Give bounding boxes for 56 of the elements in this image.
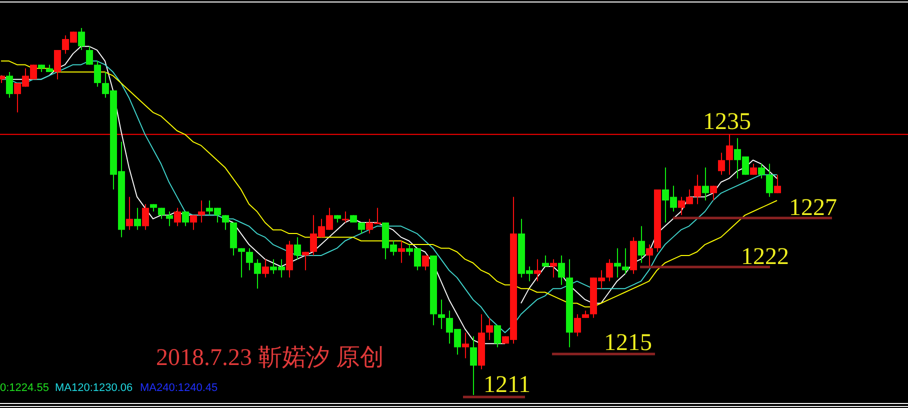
- annotation: 1211: [483, 372, 531, 398]
- candlestick: [78, 28, 85, 51]
- candlestick: [614, 248, 621, 278]
- candlestick: [718, 152, 725, 176]
- candlestick: [710, 185, 717, 201]
- candlestick: [694, 174, 701, 205]
- candlestick: [182, 211, 189, 227]
- candlestick: [758, 163, 765, 179]
- candlestick: [766, 163, 773, 198]
- candlestick: [750, 163, 757, 176]
- candlestick: [462, 332, 469, 359]
- candlestick: [302, 251, 309, 271]
- candlestick: [702, 166, 709, 201]
- candlestick: [126, 196, 133, 230]
- candlestick: [238, 248, 245, 278]
- candlestick: [774, 174, 781, 194]
- candlestick: [190, 214, 197, 230]
- annotation: MA240:1240.45: [140, 382, 218, 394]
- annotation: 1215: [604, 330, 652, 356]
- candlestick: [486, 317, 493, 340]
- candlestick: [470, 336, 477, 396]
- candlestick: [358, 222, 365, 234]
- candlestick: [606, 258, 613, 282]
- candlestick: [622, 248, 629, 274]
- candlestick: [726, 134, 733, 176]
- text: 1227: [789, 195, 837, 221]
- candlestick: [294, 236, 301, 260]
- candlestick: [494, 324, 501, 348]
- annotation: 1222: [741, 244, 789, 270]
- candlestick: [558, 255, 565, 286]
- candlestick: [550, 258, 557, 278]
- candlestick: [6, 72, 13, 98]
- annotation: 2018.7.23 靳婼汐 原创: [156, 345, 384, 371]
- candlestick: [574, 314, 581, 337]
- candlestick: [262, 258, 269, 278]
- candlestick: [222, 214, 229, 230]
- candlestick: [638, 226, 645, 264]
- candlestick: [166, 211, 173, 227]
- candlestick: [198, 200, 205, 224]
- candlestick: [342, 211, 349, 224]
- candlestick: [94, 60, 101, 88]
- candlestick: [534, 258, 541, 282]
- annotation: MA120:1230.06: [55, 382, 133, 394]
- candlestick: [398, 240, 405, 264]
- candlestick: [142, 204, 149, 230]
- candlestick: [646, 244, 653, 268]
- candlestick: [246, 248, 253, 271]
- candlestick: [134, 207, 141, 230]
- candlestick: [174, 207, 181, 227]
- candlestick: [86, 46, 93, 66]
- annotation: 0:1224.55: [0, 382, 49, 394]
- annotation: 1235: [703, 109, 751, 135]
- candlestick: [54, 50, 61, 80]
- candlestick: [254, 258, 261, 290]
- candlestick: [422, 255, 429, 271]
- candlestick: [438, 299, 445, 330]
